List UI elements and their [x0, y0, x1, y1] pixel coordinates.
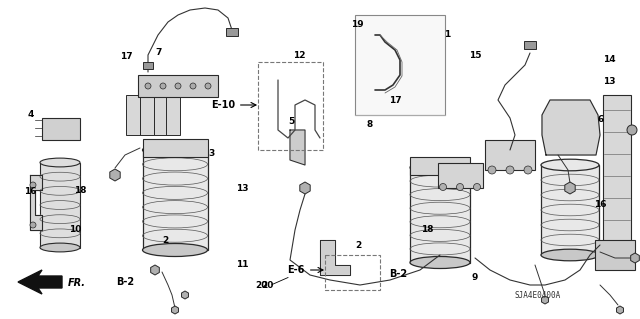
Polygon shape — [565, 182, 575, 194]
Text: 16: 16 — [24, 187, 37, 196]
Circle shape — [474, 183, 481, 190]
Polygon shape — [630, 253, 639, 263]
Text: 20: 20 — [255, 281, 268, 290]
Text: 14: 14 — [603, 55, 616, 63]
Ellipse shape — [410, 161, 470, 174]
Circle shape — [175, 83, 181, 89]
Ellipse shape — [541, 249, 599, 261]
Text: 18: 18 — [74, 186, 86, 195]
Text: 1: 1 — [444, 30, 450, 39]
Text: 17: 17 — [389, 96, 402, 105]
Polygon shape — [172, 306, 179, 314]
Text: 2: 2 — [355, 241, 362, 250]
Polygon shape — [18, 270, 62, 294]
Text: 6: 6 — [597, 115, 604, 124]
Circle shape — [145, 83, 151, 89]
Bar — [166, 95, 180, 135]
Text: 13: 13 — [603, 77, 616, 86]
Bar — [524, 41, 536, 49]
Text: B-2: B-2 — [389, 269, 407, 279]
Polygon shape — [541, 296, 548, 304]
Ellipse shape — [143, 144, 207, 157]
Bar — [227, 28, 237, 36]
Text: 19: 19 — [351, 20, 364, 29]
Bar — [410, 167, 470, 263]
Polygon shape — [300, 182, 310, 194]
Text: SJA4E0400A: SJA4E0400A — [515, 291, 561, 300]
Polygon shape — [30, 175, 42, 230]
Bar — [126, 95, 140, 135]
Polygon shape — [150, 265, 159, 275]
Text: B-2: B-2 — [116, 277, 134, 287]
Text: 15: 15 — [468, 51, 481, 60]
Text: E-6: E-6 — [287, 265, 323, 275]
Circle shape — [627, 125, 637, 135]
Text: 5: 5 — [288, 117, 294, 126]
Circle shape — [160, 83, 166, 89]
Text: 18: 18 — [421, 225, 434, 234]
Circle shape — [30, 182, 36, 188]
Bar — [541, 165, 599, 255]
Bar — [143, 150, 207, 250]
Text: 13: 13 — [236, 184, 248, 193]
Polygon shape — [542, 100, 600, 155]
Polygon shape — [320, 240, 350, 275]
Text: 2: 2 — [162, 236, 168, 245]
Text: 12: 12 — [293, 51, 306, 60]
Bar — [143, 139, 207, 157]
Bar — [143, 62, 153, 69]
Text: FR.: FR. — [68, 278, 86, 288]
Polygon shape — [182, 291, 188, 299]
Text: 11: 11 — [236, 260, 248, 269]
Bar — [485, 140, 535, 170]
Bar — [355, 15, 445, 115]
Circle shape — [30, 222, 36, 228]
Text: 8: 8 — [367, 120, 373, 129]
Bar — [258, 62, 323, 150]
Bar — [410, 157, 470, 175]
Text: 16: 16 — [594, 200, 607, 209]
Ellipse shape — [541, 159, 599, 171]
Polygon shape — [616, 306, 623, 314]
Text: 4: 4 — [28, 110, 34, 119]
Text: E-10: E-10 — [211, 100, 256, 110]
Text: 3: 3 — [208, 149, 214, 158]
Bar — [138, 75, 218, 97]
Bar — [40, 162, 80, 248]
Circle shape — [440, 183, 447, 190]
Ellipse shape — [40, 158, 80, 167]
Bar — [438, 162, 483, 188]
Text: 9: 9 — [472, 273, 478, 282]
Bar — [595, 240, 635, 270]
Ellipse shape — [40, 243, 80, 252]
Ellipse shape — [143, 243, 207, 256]
Circle shape — [488, 166, 496, 174]
Circle shape — [506, 166, 514, 174]
Circle shape — [205, 83, 211, 89]
Circle shape — [456, 183, 463, 190]
Bar — [603, 95, 631, 255]
Bar — [140, 95, 154, 135]
Text: 7: 7 — [156, 48, 162, 57]
Text: 10: 10 — [69, 225, 82, 234]
Text: 17: 17 — [120, 52, 133, 61]
Bar — [325, 255, 380, 290]
Bar — [154, 95, 168, 135]
Bar — [42, 118, 80, 140]
Polygon shape — [290, 130, 305, 165]
Text: 20: 20 — [261, 281, 274, 290]
Polygon shape — [110, 169, 120, 181]
Circle shape — [524, 166, 532, 174]
Circle shape — [190, 83, 196, 89]
Ellipse shape — [410, 256, 470, 269]
